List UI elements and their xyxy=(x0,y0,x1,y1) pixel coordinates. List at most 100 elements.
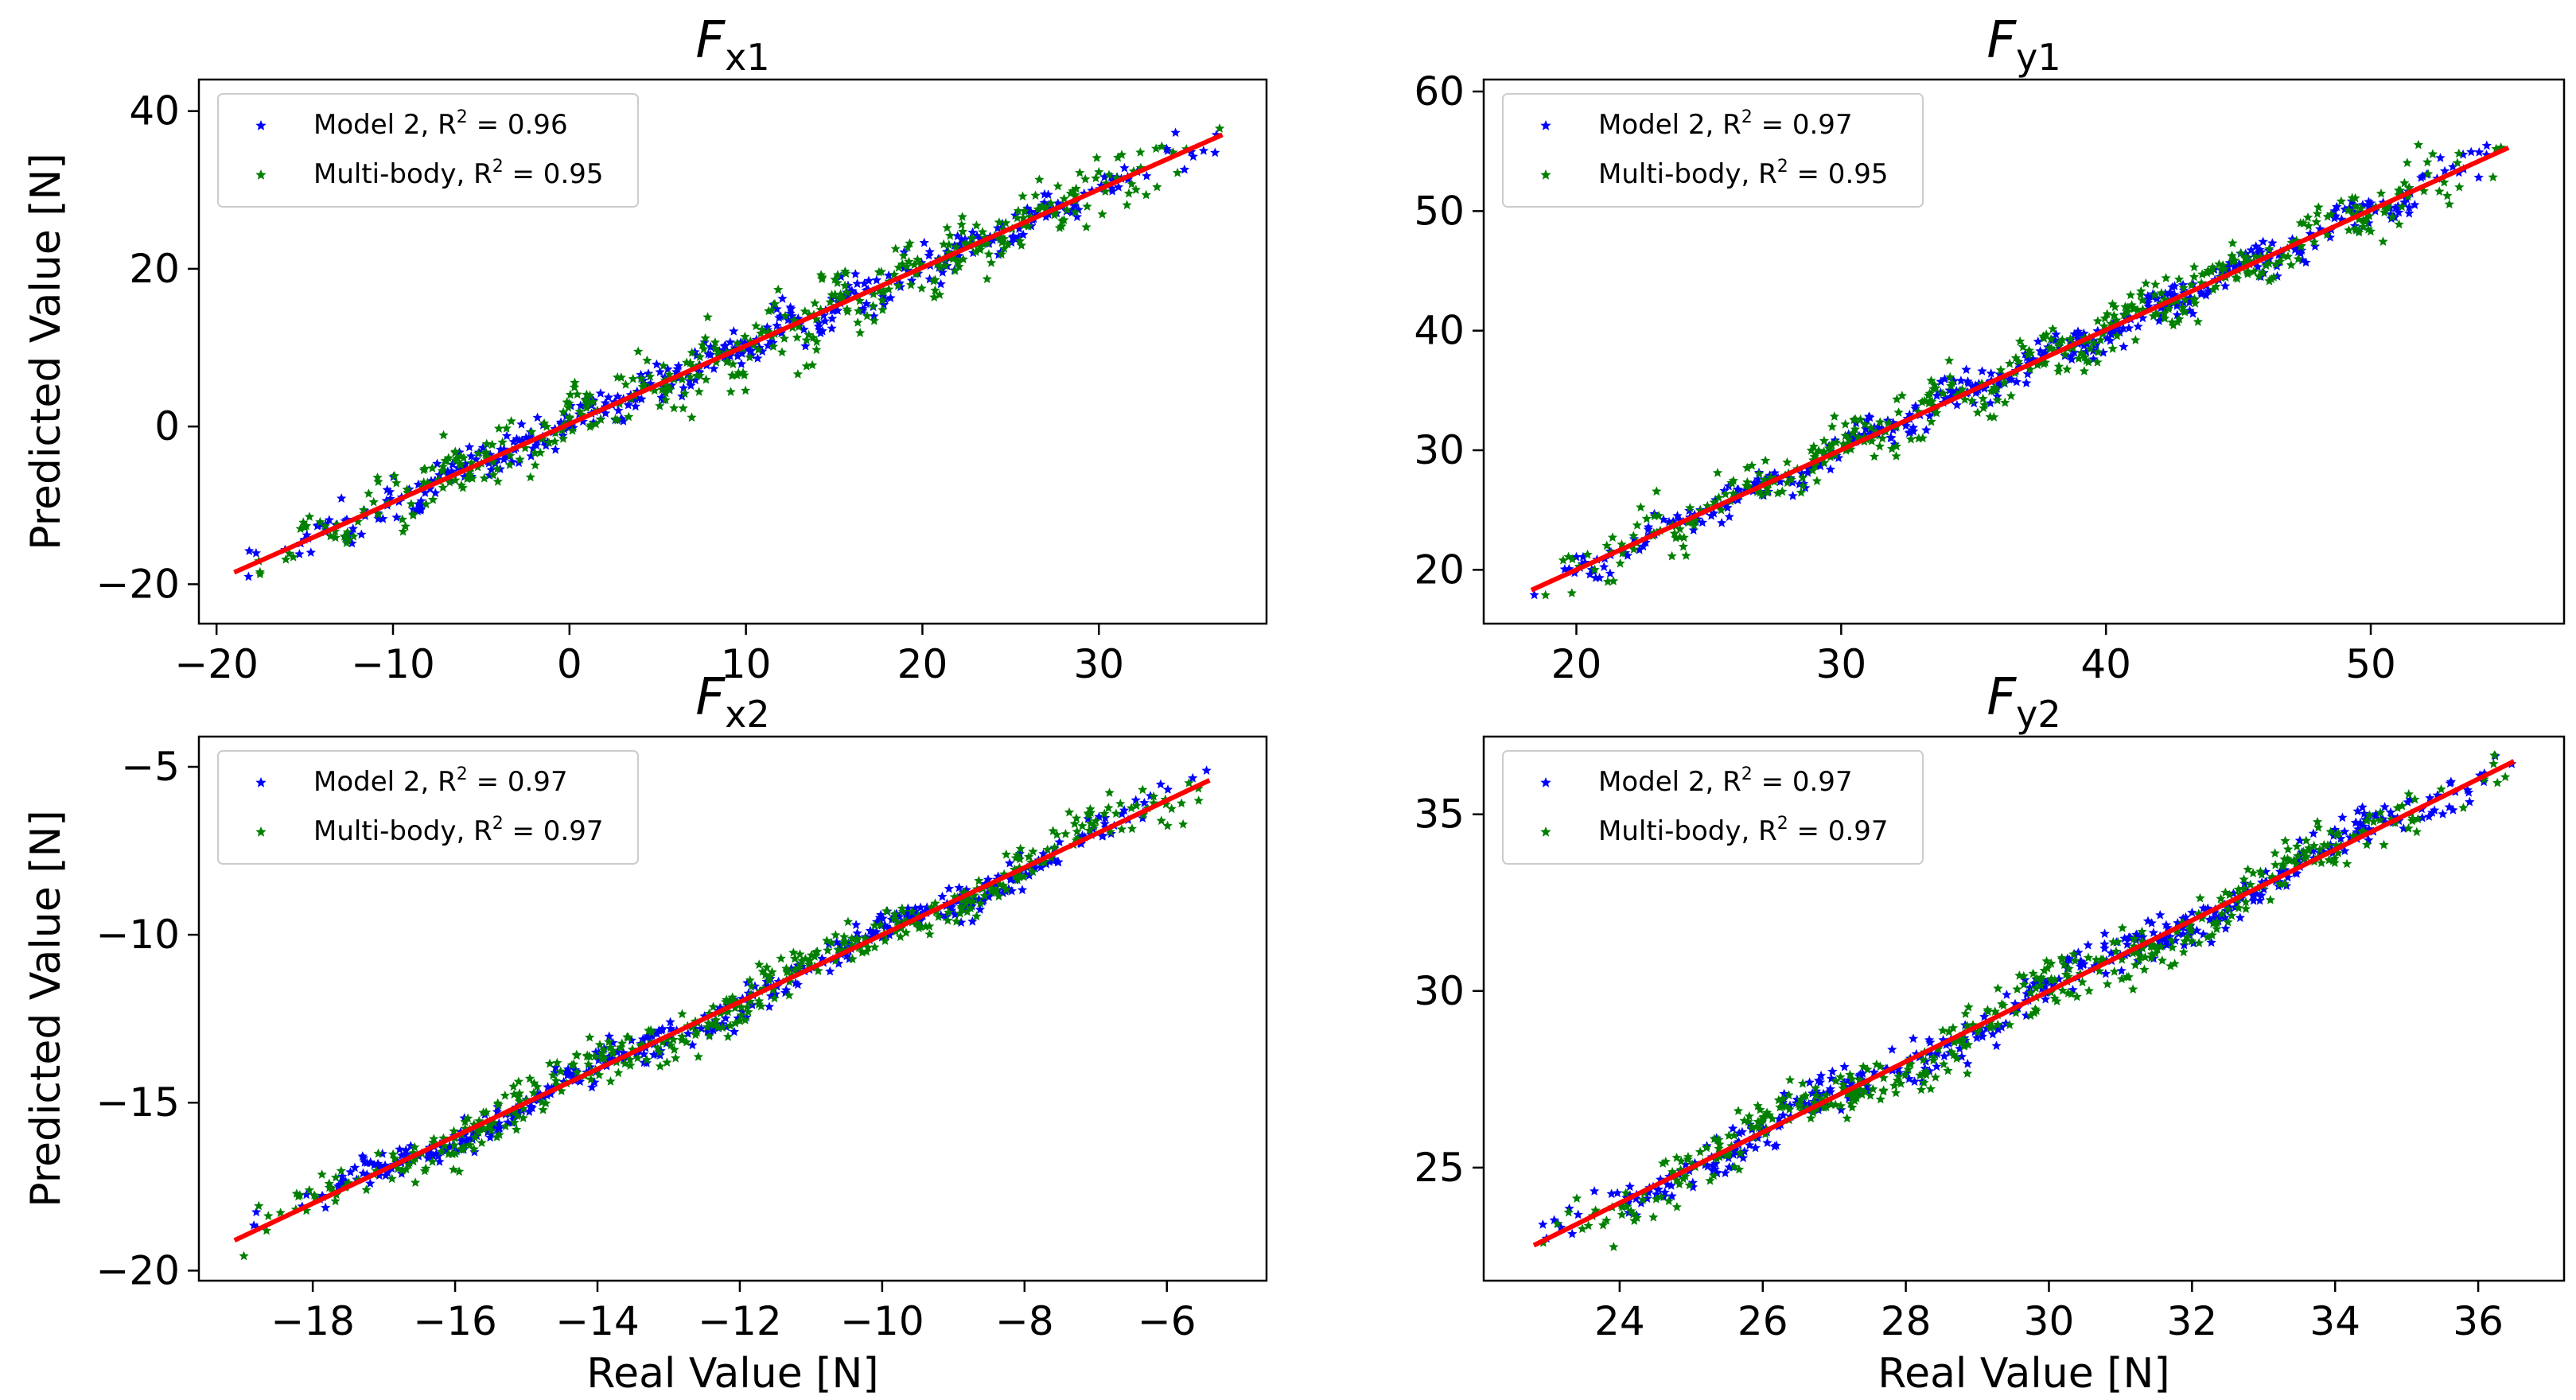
data-point xyxy=(1724,511,1734,522)
data-point xyxy=(2139,964,2150,974)
data-point xyxy=(1071,183,1081,193)
data-point xyxy=(1855,1084,1866,1095)
data-point xyxy=(2123,323,2134,332)
data-point xyxy=(2100,968,2111,978)
data-point xyxy=(874,266,885,277)
data-point xyxy=(2062,364,2072,374)
legend: Model 2, R2 = 0.97 Multi-body, R2 = 0.97 xyxy=(217,750,639,865)
data-point xyxy=(2092,357,2103,367)
y-tick-label: 0 xyxy=(154,403,180,449)
data-point xyxy=(700,332,710,343)
data-point xyxy=(1151,143,1162,154)
data-point xyxy=(999,243,1010,253)
data-point xyxy=(2079,328,2089,338)
data-point xyxy=(1803,467,1813,477)
data-point xyxy=(628,373,638,383)
data-point xyxy=(1827,439,1837,449)
data-point xyxy=(2446,776,2457,787)
x-tick-label: 36 xyxy=(2453,1298,2504,1344)
data-point xyxy=(1797,472,1808,482)
data-point xyxy=(813,966,823,975)
data-point xyxy=(1739,1115,1749,1126)
data-point xyxy=(793,962,804,973)
data-point xyxy=(1795,1101,1805,1110)
data-point xyxy=(410,1141,420,1152)
data-point xyxy=(1127,179,1137,189)
data-point xyxy=(1538,1219,1548,1229)
data-point xyxy=(822,935,832,945)
data-point xyxy=(2178,282,2189,293)
x-tick-label: −10 xyxy=(351,641,435,687)
data-point xyxy=(2304,842,2314,853)
data-point xyxy=(586,1082,597,1092)
data-point xyxy=(993,223,1003,233)
data-point xyxy=(418,465,429,475)
data-point xyxy=(1714,1139,1725,1149)
data-point xyxy=(458,453,469,462)
data-point xyxy=(477,1138,487,1147)
data-point xyxy=(2119,341,2129,352)
data-point xyxy=(582,1051,593,1061)
data-point xyxy=(2053,366,2064,376)
data-point xyxy=(1959,1040,1970,1050)
data-point xyxy=(668,1034,679,1044)
data-point xyxy=(1077,821,1088,830)
x-tick-label: 28 xyxy=(1881,1298,1932,1344)
data-point xyxy=(508,1081,519,1091)
data-point xyxy=(2321,229,2333,239)
data-point xyxy=(1986,368,1996,378)
data-point xyxy=(2048,324,2058,333)
data-point xyxy=(330,1172,341,1182)
data-point xyxy=(1864,411,1874,422)
data-point xyxy=(1045,856,1055,866)
data-point xyxy=(497,437,508,447)
y-tick-label: 25 xyxy=(1414,1145,1465,1191)
data-point xyxy=(449,1126,459,1136)
data-point xyxy=(2385,807,2396,817)
data-point xyxy=(2368,816,2379,826)
data-point xyxy=(1809,461,1820,470)
data-point xyxy=(956,904,967,913)
data-point xyxy=(1989,411,1999,422)
data-point xyxy=(2146,949,2157,959)
data-point xyxy=(1628,544,1639,554)
data-point xyxy=(1845,1069,1855,1079)
data-point xyxy=(2150,279,2161,290)
data-point xyxy=(2403,823,2414,833)
data-point xyxy=(1711,1153,1722,1164)
x-axis-label: Real Value [N] xyxy=(586,1350,878,1398)
data-point xyxy=(1967,395,1977,406)
data-point xyxy=(869,315,879,325)
x-tick-label: 20 xyxy=(897,641,948,687)
data-point xyxy=(2022,368,2033,379)
data-point xyxy=(652,1043,663,1052)
data-point xyxy=(1013,205,1024,216)
data-point xyxy=(481,1107,492,1117)
data-point xyxy=(2280,835,2290,846)
data-point xyxy=(1072,212,1083,221)
data-point xyxy=(530,448,540,457)
data-point xyxy=(1954,1035,1964,1045)
data-point xyxy=(883,270,894,280)
data-point xyxy=(1962,1068,1973,1078)
legend-marker xyxy=(1540,826,1551,837)
data-point xyxy=(2148,310,2159,321)
data-point xyxy=(979,890,990,900)
data-point xyxy=(450,446,461,457)
data-point xyxy=(1621,1188,1631,1198)
data-point xyxy=(1778,1110,1788,1120)
data-point xyxy=(1017,885,1028,895)
data-point xyxy=(569,382,580,392)
data-point xyxy=(2033,360,2043,369)
data-point xyxy=(558,406,569,417)
data-point xyxy=(538,1104,548,1114)
data-point xyxy=(1955,1044,1965,1053)
data-point xyxy=(2427,807,2438,817)
data-point xyxy=(1640,537,1651,547)
data-point xyxy=(677,391,687,401)
data-point xyxy=(685,371,695,382)
data-point xyxy=(2252,262,2263,271)
data-point xyxy=(693,1052,703,1061)
data-point xyxy=(1904,1058,1914,1068)
data-point xyxy=(793,321,804,332)
